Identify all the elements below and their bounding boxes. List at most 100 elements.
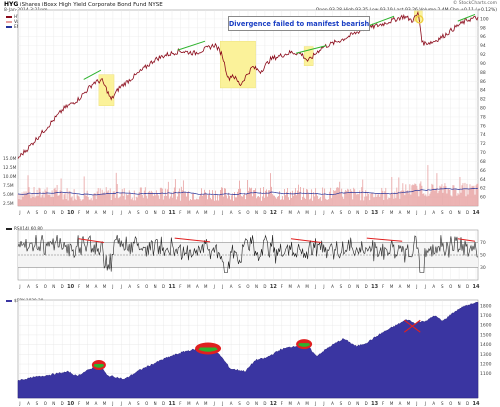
x-tick-label: A <box>196 401 199 406</box>
x-tick-label: N <box>255 210 258 215</box>
price-series <box>17 10 479 159</box>
x-tick-label: D <box>466 210 469 215</box>
x-tick-label: A <box>95 210 98 215</box>
rsi-tick-label: 70 <box>480 240 486 246</box>
x-tick-label: A <box>27 401 30 406</box>
x-tick-label: M <box>407 284 411 289</box>
x-tick-label: D <box>466 401 469 406</box>
x-tick-label: J <box>213 210 215 215</box>
price-tick-label: 64 <box>480 177 486 183</box>
x-tick-label: 13 <box>371 401 378 407</box>
x-tick-label: M <box>288 401 292 406</box>
x-tick-label: S <box>137 284 140 289</box>
x-tick-label: 13 <box>371 210 378 216</box>
rsi-legend-swatch <box>6 227 12 230</box>
rsi-legend-label: RSI(14) 60.80 <box>14 226 43 231</box>
x-tick-label: D <box>466 284 469 289</box>
volume-tick-label: 15.0M <box>3 156 17 162</box>
x-tick-label: M <box>288 284 292 289</box>
x-tick-label: J <box>415 401 417 406</box>
x-tick-label: M <box>407 210 411 215</box>
x-tick-label: F <box>179 284 182 289</box>
x-tick-label: F <box>179 210 182 215</box>
x-tick-label: A <box>196 284 199 289</box>
x-tick-label: S <box>238 401 241 406</box>
x-tick-label: 11 <box>169 210 176 216</box>
spx-top-marker-green <box>93 364 105 368</box>
rsi-divergence-line <box>290 238 322 243</box>
x-tick-label: 12 <box>270 210 277 216</box>
x-tick-label: N <box>458 401 461 406</box>
x-tick-label: J <box>322 284 324 289</box>
spx-cross-mark <box>403 319 421 333</box>
x-tick-label: J <box>424 284 426 289</box>
price-tick-label: 98 <box>480 25 486 31</box>
x-tick-label: M <box>187 210 191 215</box>
x-tick-label: N <box>154 210 157 215</box>
price-tick-label: 80 <box>480 106 486 112</box>
x-tick-label: A <box>432 210 435 215</box>
spx-legend-swatch <box>6 299 12 302</box>
x-tick-label: D <box>61 210 64 215</box>
x-tick-label: S <box>441 210 444 215</box>
divergence-callout: Divergence failed to manifest bearish <box>228 16 370 31</box>
divergence-marker <box>415 15 424 24</box>
rsi-series <box>17 234 479 273</box>
x-tick-label: O <box>44 284 47 289</box>
x-tick-label: J <box>120 284 122 289</box>
price-tick-label: 68 <box>480 159 486 165</box>
x-tick-label: D <box>263 284 266 289</box>
x-tick-label: F <box>179 401 182 406</box>
x-tick-label: A <box>331 284 334 289</box>
price-tick-label: 84 <box>480 88 486 94</box>
price-tick-label: 96 <box>480 34 486 40</box>
x-tick-label: O <box>348 284 351 289</box>
spx-tick-label: 1600 <box>480 323 492 329</box>
x-tick-label: N <box>458 284 461 289</box>
x-tick-label: O <box>449 284 452 289</box>
price-tick-label: 76 <box>480 123 486 129</box>
x-tick-label: S <box>340 401 343 406</box>
x-tick-label: F <box>281 210 284 215</box>
rsi-line <box>17 234 479 273</box>
x-tick-label: J <box>120 401 122 406</box>
x-tick-label: 11 <box>169 401 176 407</box>
price-divergence-line <box>366 15 395 27</box>
x-tick-label: 14 <box>473 401 480 407</box>
volume-tick-label: 2.5M <box>3 201 14 207</box>
exchange-name: NYSE <box>148 2 163 8</box>
x-tick-label: N <box>255 401 258 406</box>
price-tick-label: 82 <box>480 97 486 103</box>
price-tick-label: 62 <box>480 186 486 192</box>
x-tick-label: J <box>111 284 113 289</box>
x-tick-label: A <box>399 401 402 406</box>
highlight-box <box>219 40 256 89</box>
x-tick-label: N <box>356 284 359 289</box>
x-tick-label: A <box>230 210 233 215</box>
x-tick-label: F <box>78 210 81 215</box>
x-tick-label: F <box>78 284 81 289</box>
price-line <box>17 10 479 159</box>
x-tick-label: A <box>128 210 131 215</box>
price-tick-label: 100 <box>480 16 489 22</box>
price-tick-label: 86 <box>480 79 486 85</box>
x-tick-label: 12 <box>270 284 277 290</box>
spx-tick-label: 1800 <box>480 303 492 309</box>
x-tick-label: J <box>314 284 316 289</box>
x-tick-label: N <box>356 210 359 215</box>
x-tick-label: N <box>255 284 258 289</box>
x-tick-label: M <box>305 210 309 215</box>
price-divergence-line <box>177 40 206 51</box>
x-tick-label: F <box>382 401 385 406</box>
volume-bars <box>17 165 479 206</box>
x-tick-label: N <box>356 401 359 406</box>
brand-watermark: © StockCharts.com <box>452 1 497 6</box>
x-tick-label: A <box>27 210 30 215</box>
volume-tick-label: 7.5M <box>3 183 14 189</box>
x-tick-label: F <box>382 284 385 289</box>
x-tick-label: O <box>145 401 148 406</box>
price-divergence-line <box>295 45 327 54</box>
x-tick-label: D <box>61 284 64 289</box>
x-tick-label: J <box>213 401 215 406</box>
